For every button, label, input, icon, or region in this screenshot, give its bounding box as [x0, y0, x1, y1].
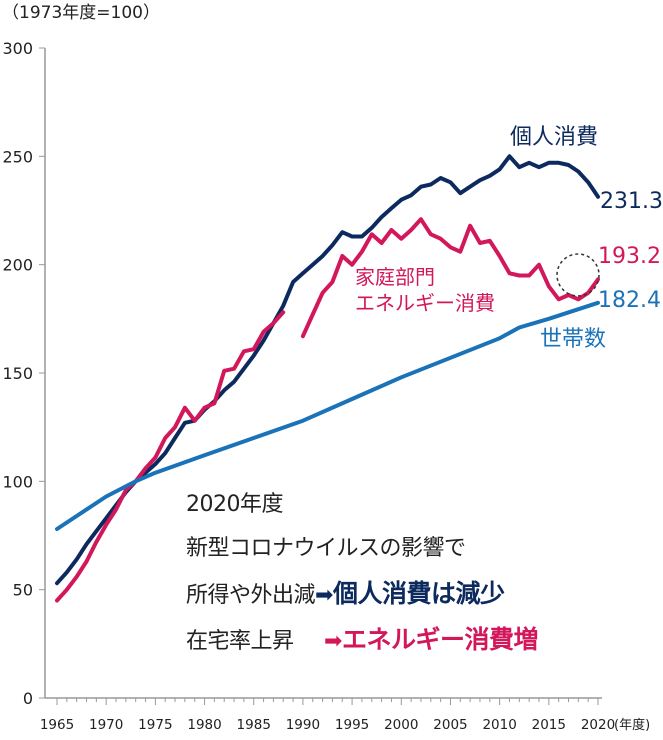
end-label: 231.3 — [600, 189, 663, 214]
series-line-1 — [55, 154, 600, 586]
annotation-energy: 在宅率上昇 ➡エネルギー消費増 — [186, 620, 538, 656]
x-tick-label: 1975 — [138, 717, 172, 733]
y-tick-label: 50 — [13, 581, 33, 600]
x-tick-label: 2020 — [581, 717, 615, 733]
series-line-2 — [55, 217, 600, 603]
x-tick-label: 1980 — [187, 717, 221, 733]
annotation-emphasis: 個人消費は減少 — [332, 579, 505, 608]
highlight-circle — [556, 253, 600, 297]
x-axis-label: (年度) — [614, 717, 650, 733]
end-label: 193.2 — [598, 244, 661, 269]
x-tick-label: 2010 — [482, 717, 516, 733]
x-tick-label: 2000 — [384, 717, 418, 733]
end-label: 182.4 — [598, 288, 661, 313]
annotation-text: 在宅率上昇 — [186, 629, 294, 654]
x-tick-label: 1990 — [286, 717, 320, 733]
x-tick-label: 1965 — [40, 717, 74, 733]
arrow-right-icon: ➡ — [324, 629, 342, 654]
y-tick-label: 150 — [2, 364, 33, 383]
y-tick-label: 200 — [2, 256, 33, 275]
x-tick-label: 1985 — [237, 717, 271, 733]
series-label: 世帯数 — [540, 327, 606, 352]
annotation-emphasis: エネルギー消費増 — [341, 625, 539, 654]
series-label: 個人消費 — [510, 125, 598, 150]
annotation-cause: 新型コロナウイルスの影響で — [186, 536, 466, 561]
y-tick-label: 250 — [2, 147, 33, 166]
x-tick-label: 1970 — [89, 717, 123, 733]
y-tick-label: 0 — [23, 689, 33, 708]
series-label-line: エネルギー消費 — [355, 291, 495, 315]
annotation-consumption: 所得や外出減➡個人消費は減少 — [186, 574, 505, 610]
x-tick-label: 2005 — [433, 717, 467, 733]
chart-title: （1973年度=100） — [2, 3, 160, 23]
series-label: 家庭部門エネルギー消費 — [355, 265, 495, 315]
annotation-year: 2020年度 — [186, 492, 284, 517]
y-tick-label: 100 — [2, 472, 33, 491]
arrow-right-icon: ➡ — [315, 583, 333, 608]
x-tick-label: 1995 — [335, 717, 369, 733]
y-tick-label: 300 — [2, 39, 33, 58]
series-label-line: 家庭部門 — [355, 265, 435, 289]
annotation-text: 所得や外出減 — [186, 583, 316, 608]
x-tick-label: 2015 — [532, 717, 566, 733]
series-line-3 — [55, 300, 600, 531]
